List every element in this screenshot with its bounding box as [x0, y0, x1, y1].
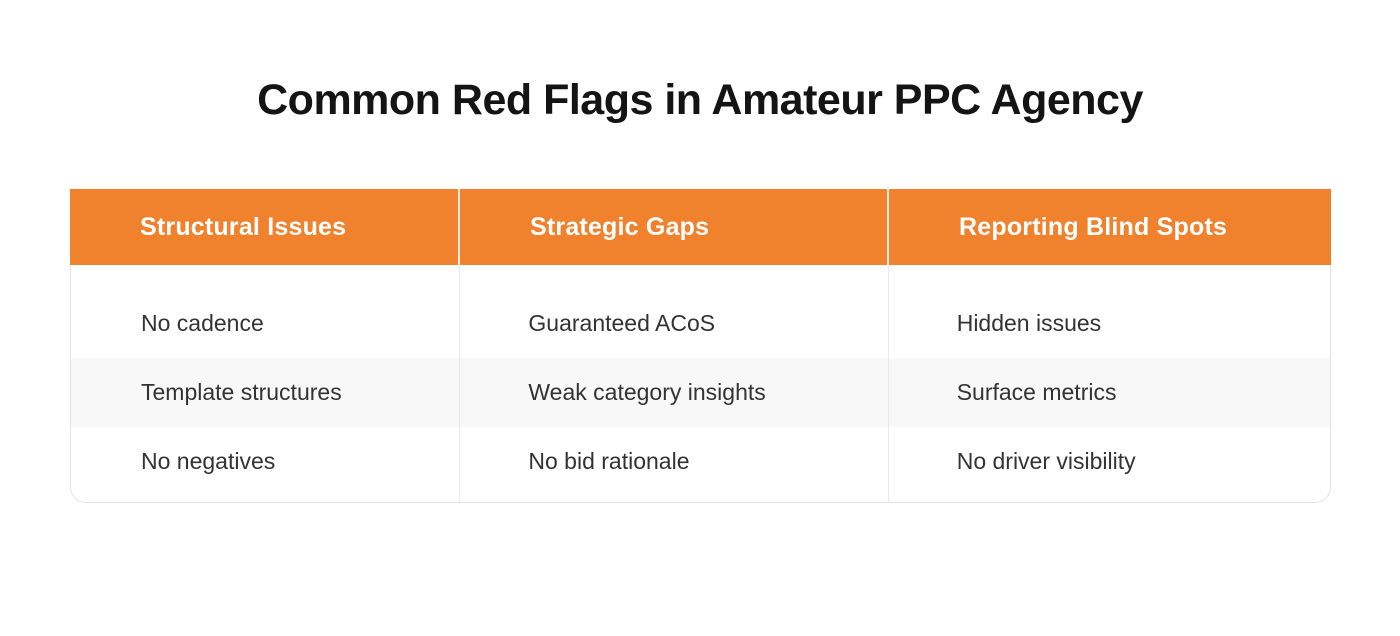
table-row: No negatives No bid rationale No driver … [71, 427, 1330, 496]
header-cell-reporting-blind-spots: Reporting Blind Spots [887, 189, 1331, 265]
page-title: Common Red Flags in Amateur PPC Agency [257, 76, 1143, 124]
table-cell: Guaranteed ACoS [528, 310, 716, 336]
table-body: No cadence Guaranteed ACoS Hidden issues… [70, 265, 1331, 503]
red-flags-table: Structural Issues Strategic Gaps Reporti… [70, 189, 1331, 503]
table-cell: Weak category insights [528, 379, 766, 405]
header-cell-structural-issues: Structural Issues [140, 212, 347, 241]
header-cell-strategic-gaps: Strategic Gaps [458, 189, 887, 265]
table-cell: Surface metrics [956, 379, 1117, 405]
table-cell: No negatives [141, 448, 276, 474]
table-cell: No driver visibility [956, 448, 1136, 474]
table-row: Template structures Weak category insigh… [71, 358, 1330, 427]
table-cell: No cadence [141, 310, 264, 336]
table-cell: Template structures [141, 379, 342, 405]
table-row: No cadence Guaranteed ACoS Hidden issues [71, 289, 1330, 358]
column-divider [459, 265, 460, 502]
table-cell: No bid rationale [528, 448, 690, 474]
table-header-row: Structural Issues Strategic Gaps Reporti… [70, 189, 1331, 265]
column-divider [888, 265, 889, 502]
table-cell: Hidden issues [956, 310, 1102, 336]
